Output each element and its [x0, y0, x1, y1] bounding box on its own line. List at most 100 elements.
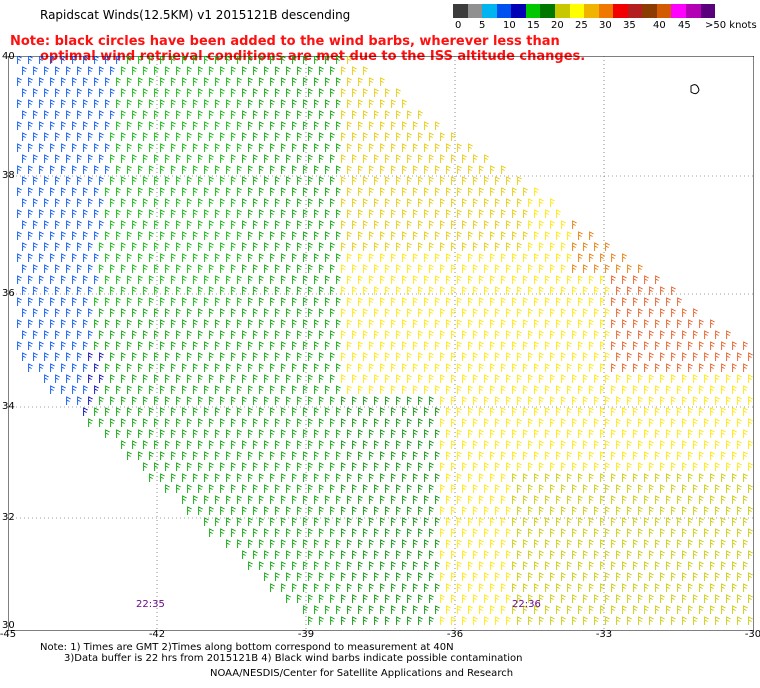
- wind-barb: [457, 253, 462, 262]
- wind-barb: [666, 561, 671, 570]
- wind-barb: [363, 484, 368, 493]
- wind-barb: [583, 418, 588, 427]
- wind-barb: [165, 462, 170, 471]
- wind-barb: [44, 308, 49, 317]
- wind-barb: [633, 517, 638, 526]
- wind-barb: [292, 495, 297, 504]
- wind-barb: [259, 517, 264, 526]
- wind-barb: [215, 209, 220, 218]
- wind-barb: [171, 143, 176, 152]
- wind-barb: [539, 308, 544, 317]
- wind-barb: [237, 297, 242, 306]
- wind-barb: [418, 176, 423, 185]
- wind-barb: [270, 495, 275, 504]
- wind-barb: [660, 550, 665, 559]
- wind-barb: [457, 231, 462, 240]
- wind-barb: [220, 198, 225, 207]
- wind-barb: [231, 88, 236, 97]
- wind-barb: [286, 132, 291, 141]
- colorbar-label: 0: [455, 20, 462, 31]
- wind-barb: [583, 440, 588, 449]
- wind-barb: [248, 473, 253, 482]
- wind-barb: [231, 462, 236, 471]
- wind-barb: [391, 187, 396, 196]
- wind-barb: [77, 330, 82, 339]
- wind-barb: [55, 330, 60, 339]
- wind-barb: [226, 77, 231, 86]
- wind-barb: [369, 77, 374, 86]
- wind-barb: [297, 462, 302, 471]
- wind-barb: [28, 187, 33, 196]
- wind-barb: [671, 550, 676, 559]
- wind-barb: [677, 407, 682, 416]
- wind-barb: [583, 352, 588, 361]
- wind-barb: [677, 319, 682, 328]
- wind-barb: [198, 286, 203, 295]
- wind-barb: [380, 77, 385, 86]
- wind-barb: [160, 77, 165, 86]
- wind-barb: [330, 506, 335, 515]
- wind-barb: [105, 407, 110, 416]
- wind-barb: [506, 594, 511, 603]
- wind-barb: [176, 176, 181, 185]
- wind-barb: [517, 528, 522, 537]
- wind-barb: [457, 583, 462, 592]
- wind-barb: [429, 484, 434, 493]
- wind-barb: [572, 418, 577, 427]
- wind-barb: [171, 165, 176, 174]
- wind-barb: [160, 121, 165, 130]
- wind-barb: [407, 176, 412, 185]
- wind-barb: [138, 121, 143, 130]
- wind-barb: [215, 121, 220, 130]
- wind-barb: [275, 66, 280, 75]
- wind-barb: [402, 165, 407, 174]
- wind-barb: [352, 352, 357, 361]
- wind-barb: [424, 319, 429, 328]
- wind-barb: [457, 187, 462, 196]
- wind-barb: [99, 242, 104, 251]
- wind-barb: [440, 198, 445, 207]
- wind-barb: [418, 286, 423, 295]
- wind-barb: [479, 539, 484, 548]
- wind-barb: [732, 473, 737, 482]
- wind-barb: [561, 550, 566, 559]
- wind-barb: [336, 187, 341, 196]
- wind-barb: [292, 429, 297, 438]
- wind-barb: [567, 231, 572, 240]
- wind-barb: [281, 517, 286, 526]
- wind-barb: [303, 539, 308, 548]
- wind-barb: [440, 308, 445, 317]
- wind-barb: [165, 66, 170, 75]
- wind-barb: [187, 66, 192, 75]
- wind-barb: [270, 187, 275, 196]
- wind-barb: [165, 264, 170, 273]
- wind-barb: [385, 506, 390, 515]
- wind-barb: [534, 363, 539, 372]
- wind-barb: [369, 319, 374, 328]
- wind-barb: [127, 363, 132, 372]
- wind-barb: [616, 462, 621, 471]
- wind-barb: [72, 385, 77, 394]
- wind-barb: [517, 440, 522, 449]
- wind-barb: [429, 220, 434, 229]
- wind-barb: [589, 495, 594, 504]
- wind-barb: [259, 429, 264, 438]
- wind-barb: [495, 308, 500, 317]
- wind-barb: [105, 56, 110, 64]
- wind-barb: [264, 528, 269, 537]
- wind-barb: [143, 110, 148, 119]
- wind-barb: [561, 242, 566, 251]
- wind-barb: [699, 429, 704, 438]
- wind-barb: [572, 220, 577, 229]
- wind-barb: [66, 374, 71, 383]
- wind-barb: [385, 264, 390, 273]
- wind-barb: [77, 286, 82, 295]
- wind-barb: [319, 66, 324, 75]
- wind-barb: [325, 253, 330, 262]
- wind-barb: [567, 605, 572, 614]
- wind-barb: [495, 462, 500, 471]
- wind-barb: [721, 583, 726, 592]
- wind-barb: [220, 308, 225, 317]
- wind-barb: [567, 561, 572, 570]
- wind-barb: [149, 297, 154, 306]
